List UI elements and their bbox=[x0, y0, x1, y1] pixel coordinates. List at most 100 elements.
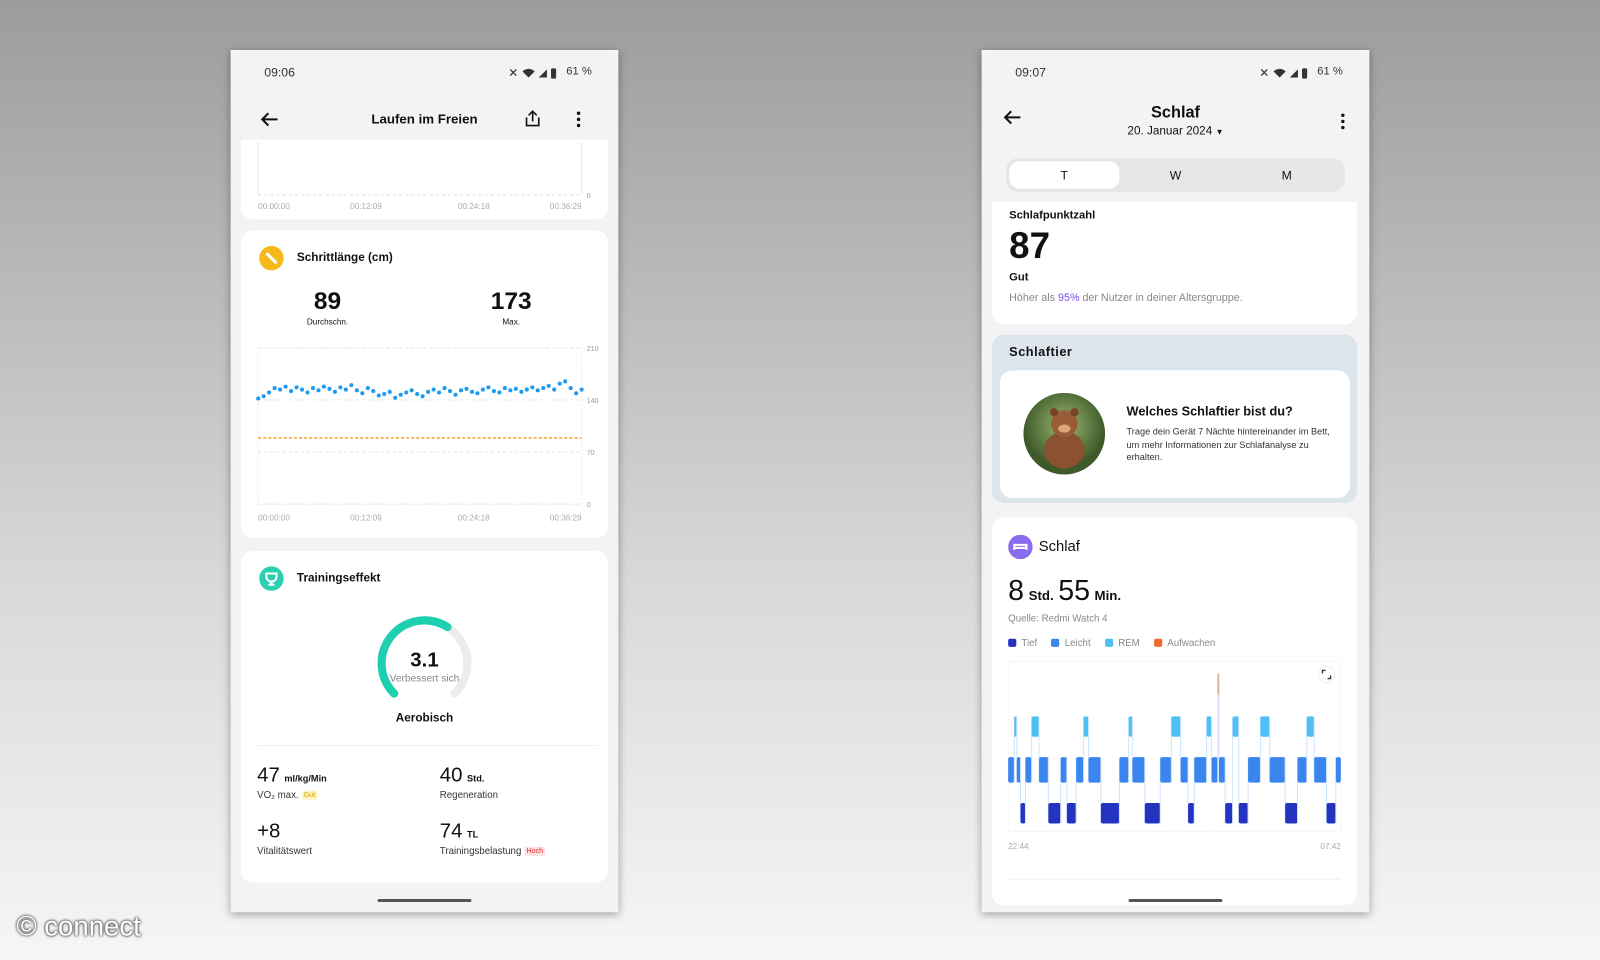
data-point bbox=[519, 389, 524, 394]
x-tick-label: 00:00:00 bbox=[258, 202, 290, 211]
tab[interactable]: T bbox=[1060, 168, 1069, 183]
data-point bbox=[497, 390, 502, 395]
data-point bbox=[360, 391, 365, 396]
date-selector[interactable]: 20. Januar 2024 ▼ bbox=[1127, 125, 1224, 138]
menu-button[interactable] bbox=[1340, 113, 1346, 130]
data-point bbox=[579, 387, 584, 392]
stage-segment bbox=[1188, 803, 1195, 824]
metric-label: Trainingsbelastung bbox=[439, 845, 522, 858]
data-point bbox=[409, 388, 414, 393]
stride-max-label: Max. bbox=[502, 317, 521, 327]
x-tick-label: 00:24:18 bbox=[458, 513, 490, 522]
stage-connector bbox=[1306, 716, 1308, 783]
hours: 8 bbox=[1008, 574, 1025, 607]
text: der Nutzer in deiner Altersgruppe. bbox=[1082, 291, 1243, 305]
text: Höher als bbox=[1009, 291, 1056, 305]
data-point bbox=[448, 389, 453, 394]
metric-value: 40 bbox=[439, 764, 463, 787]
data-point bbox=[376, 393, 381, 398]
data-point bbox=[491, 389, 496, 394]
stage-segment bbox=[1076, 757, 1084, 783]
stride-icon bbox=[259, 245, 284, 271]
stage-connector bbox=[1238, 716, 1240, 824]
data-point bbox=[552, 387, 557, 392]
menu-button[interactable] bbox=[576, 111, 582, 128]
tab[interactable]: M bbox=[1281, 168, 1292, 183]
stage-segment bbox=[1269, 757, 1286, 783]
share-button[interactable] bbox=[523, 109, 541, 127]
stage-connector bbox=[1031, 716, 1033, 783]
data-point bbox=[299, 387, 305, 392]
phone-left: 09:06 61 % Laufen im Freien 0 00:00:00 00:… bbox=[230, 49, 619, 913]
stage-segment bbox=[1020, 803, 1026, 824]
legend-item: Aufwachen bbox=[1154, 638, 1215, 649]
data-point bbox=[557, 381, 562, 386]
stage-connector bbox=[1016, 716, 1018, 783]
metric: 47 ml/kg/Min bbox=[257, 764, 327, 787]
legend-label: Aufwachen bbox=[1167, 637, 1216, 649]
sleep-duration: 8 Std. 55 Min. bbox=[1008, 574, 1121, 607]
x-tick-label: 00:12:09 bbox=[350, 513, 382, 522]
legend-swatch bbox=[1008, 638, 1017, 647]
legend-label: REM bbox=[1118, 637, 1140, 649]
data-point bbox=[272, 386, 277, 391]
stage-segment bbox=[1260, 716, 1270, 737]
data-point bbox=[480, 387, 485, 392]
data-point bbox=[327, 386, 332, 391]
data-point bbox=[535, 388, 540, 393]
tab-active bbox=[1009, 161, 1120, 189]
plot-frame bbox=[257, 347, 583, 505]
tab[interactable]: W bbox=[1169, 168, 1182, 183]
stage-segment bbox=[1297, 757, 1307, 783]
stage-connector bbox=[1313, 716, 1315, 783]
metric: +8 bbox=[257, 820, 280, 843]
sleep-icon bbox=[1008, 534, 1033, 560]
data-point bbox=[453, 392, 458, 397]
stage-segment bbox=[1016, 757, 1021, 783]
data-point bbox=[321, 384, 326, 389]
stage-segment bbox=[1218, 757, 1226, 783]
stage-connector bbox=[1180, 716, 1182, 783]
metric-label: Vitalitätswert bbox=[257, 845, 312, 858]
data-point bbox=[420, 394, 425, 399]
stage-connector bbox=[1218, 673, 1220, 783]
back-button[interactable] bbox=[259, 111, 279, 127]
metric-label-row: Trainingsbelastung Hoch bbox=[439, 845, 546, 858]
legend-label: Leicht bbox=[1064, 637, 1091, 649]
data-point bbox=[524, 387, 529, 392]
y-tick-label: 0 bbox=[587, 192, 591, 200]
metric-value: 47 bbox=[257, 764, 280, 787]
data-point bbox=[283, 384, 288, 389]
animal-title: Schlaftier bbox=[1009, 344, 1073, 360]
stage-connector bbox=[1284, 757, 1286, 824]
data-point bbox=[469, 389, 475, 394]
expand-button[interactable] bbox=[1317, 665, 1336, 684]
stage-segment bbox=[1031, 716, 1040, 737]
stage-segment bbox=[1048, 803, 1061, 824]
data-point bbox=[294, 385, 299, 390]
stage-connector bbox=[1144, 757, 1146, 824]
stage-segment bbox=[1314, 757, 1327, 783]
data-point bbox=[546, 383, 551, 388]
back-button[interactable] bbox=[1002, 109, 1022, 125]
divider bbox=[1008, 878, 1341, 880]
top-chart: 0 00:00:00 00:12:09 00:24:18 00:36:29 bbox=[257, 141, 591, 211]
bear-image bbox=[1023, 392, 1106, 475]
stage-segment bbox=[1211, 757, 1218, 783]
stage-segment bbox=[1171, 716, 1181, 737]
stage-segment bbox=[1014, 716, 1017, 737]
stage-segment bbox=[1194, 757, 1207, 783]
metric-value: +8 bbox=[257, 820, 281, 843]
status-time: 09:07 bbox=[1015, 65, 1046, 80]
minutes-unit: Min. bbox=[1094, 587, 1122, 604]
x-tick-label: 00:36:29 bbox=[550, 513, 582, 522]
training-icon bbox=[259, 566, 284, 591]
legend-item: Leicht bbox=[1051, 637, 1091, 649]
gauge-arc bbox=[377, 616, 452, 698]
y-tick-label: 70 bbox=[587, 449, 595, 457]
stage-segment bbox=[1025, 757, 1032, 783]
y-tick-label: 140 bbox=[587, 397, 599, 405]
stage-segment bbox=[1238, 803, 1249, 824]
percent: 95% bbox=[1058, 291, 1080, 305]
expand-icon bbox=[1321, 669, 1332, 680]
